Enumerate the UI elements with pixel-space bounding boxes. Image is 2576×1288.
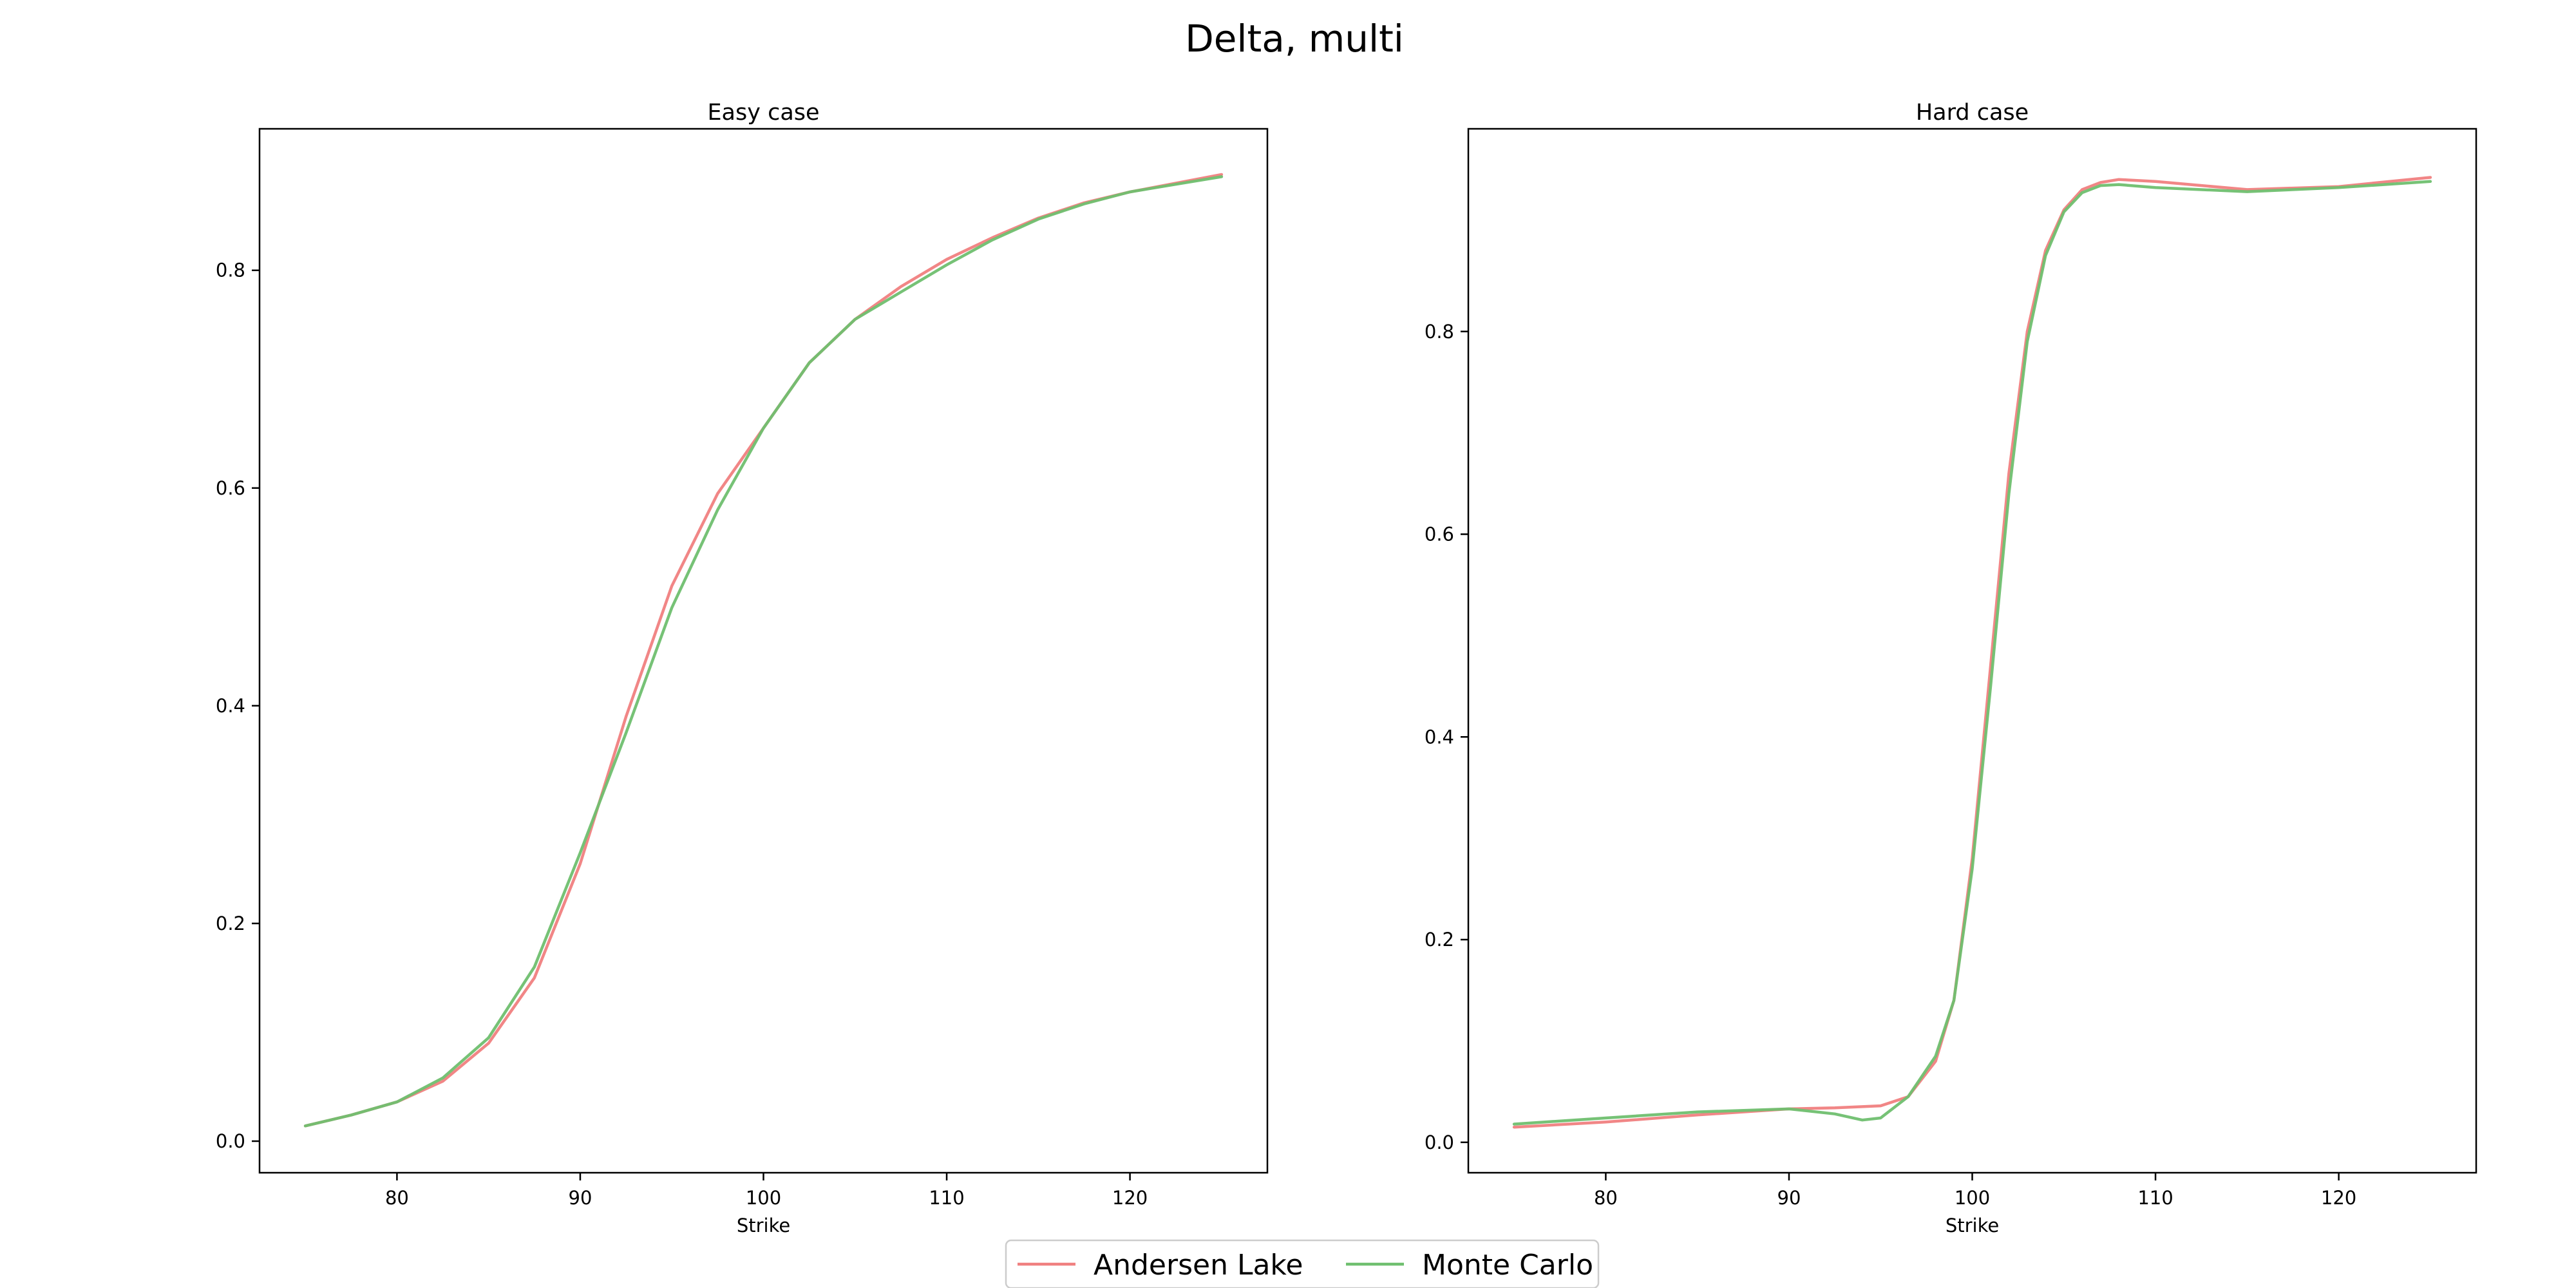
y-tick-label: 0.0 — [216, 1130, 245, 1152]
x-tick-label: 110 — [2137, 1187, 2173, 1209]
series-line-monte-carlo — [303, 175, 1224, 1128]
figure-title: Delta, multi — [1185, 17, 1404, 61]
y-tick-label: 0.6 — [216, 477, 245, 499]
x-tick-label: 100 — [746, 1187, 781, 1209]
y-tick-label: 0.6 — [1425, 524, 1454, 545]
x-tick-label: 90 — [569, 1187, 592, 1209]
y-tick-label: 0.0 — [1425, 1132, 1454, 1153]
x-tick-label: 120 — [2321, 1187, 2356, 1209]
x-tick-label: 120 — [1112, 1187, 1148, 1209]
subplot-title: Easy case — [707, 100, 819, 126]
subplot-title: Hard case — [1916, 100, 2029, 126]
legend-label-monte-carlo: Monte Carlo — [1422, 1249, 1593, 1282]
y-tick-label: 0.4 — [1425, 726, 1454, 748]
x-tick-label: 100 — [1955, 1187, 1990, 1209]
y-tick-label: 0.8 — [1425, 321, 1454, 343]
subplot-1: Easy case 80 90 100 110 120 0.0 0.2 0.4 0.6 0.8 Str… — [216, 100, 1269, 1236]
x-tick-label: 90 — [1777, 1187, 1801, 1209]
x-axis-label: Strike — [737, 1215, 790, 1236]
x-tick-label: 110 — [929, 1187, 964, 1209]
series-line-andersen-lake — [1512, 176, 2432, 1129]
legend-label-andersen-lake: Andersen Lake — [1094, 1249, 1303, 1282]
legend-box — [1005, 1239, 1600, 1288]
y-tick-label: 0.4 — [216, 695, 245, 717]
x-tick-label: 80 — [1594, 1187, 1618, 1209]
x-axis-label: Strike — [1946, 1215, 1999, 1236]
y-tick-label: 0.8 — [216, 260, 245, 281]
series-line-monte-carlo — [1512, 180, 2432, 1126]
subplot-2: Hard case 80 90 100 110 120 0.0 0.2 0.4 0.6 0.8 Str… — [1425, 100, 2477, 1236]
y-tick-label: 0.2 — [216, 913, 245, 934]
y-tick-label: 0.2 — [1425, 929, 1454, 951]
legend: Andersen Lake Monte Carlo — [1005, 1239, 1600, 1288]
x-tick-label: 80 — [385, 1187, 409, 1209]
